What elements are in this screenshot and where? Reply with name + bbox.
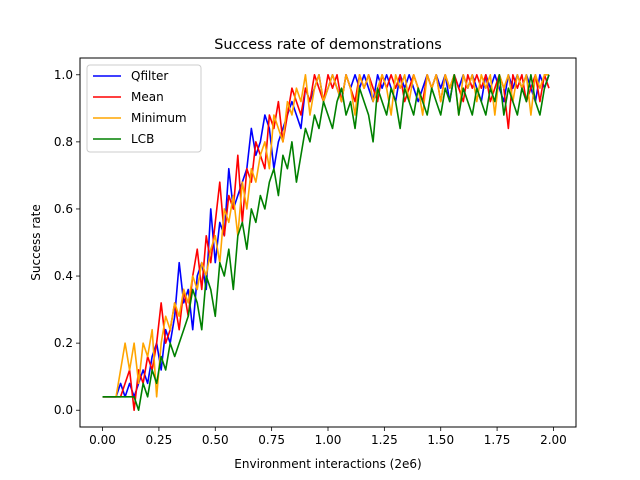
x-tick-label: 1.25	[371, 433, 398, 447]
legend-label-qfilter: Qfilter	[131, 69, 168, 83]
x-tick-label: 1.00	[315, 433, 342, 447]
x-tick-label: 0.50	[202, 433, 229, 447]
y-tick-label: 0.0	[54, 403, 73, 417]
plot-area	[79, 57, 577, 428]
x-tick-label: 1.75	[484, 433, 511, 447]
legend-box	[86, 64, 202, 153]
legend-label-mean: Mean	[131, 90, 164, 104]
y-tick-label: 0.8	[54, 135, 73, 149]
series-layer	[102, 73, 550, 412]
y-tick-label: 0.6	[54, 202, 73, 216]
x-axis-label: Environment interactions (2e6)	[234, 457, 421, 471]
x-tick-label: 2.00	[540, 433, 567, 447]
y-axis-label: Success rate	[29, 204, 43, 281]
y-tick-label: 0.2	[54, 336, 73, 350]
legend: Qfilter Mean Minimum LCB	[86, 64, 202, 153]
legend-label-lcb: LCB	[131, 132, 154, 146]
chart-title: Success rate of demonstrations	[214, 37, 442, 53]
series-line-lcb	[102, 73, 550, 412]
x-tick-label: 1.50	[427, 433, 454, 447]
x-axis: 0.00 0.25 0.50 0.75 1.00 1.25 1.50 1.75 2.00	[89, 427, 567, 447]
y-tick-label: 0.4	[54, 269, 73, 283]
y-tick-label: 1.0	[54, 68, 73, 82]
x-tick-label: 0.25	[146, 433, 173, 447]
x-tick-label: 0.00	[89, 433, 116, 447]
x-tick-label: 0.75	[258, 433, 285, 447]
y-axis: 0.0 0.2 0.4 0.6 0.8 1.0	[54, 68, 80, 417]
legend-label-minimum: Minimum	[131, 111, 187, 125]
